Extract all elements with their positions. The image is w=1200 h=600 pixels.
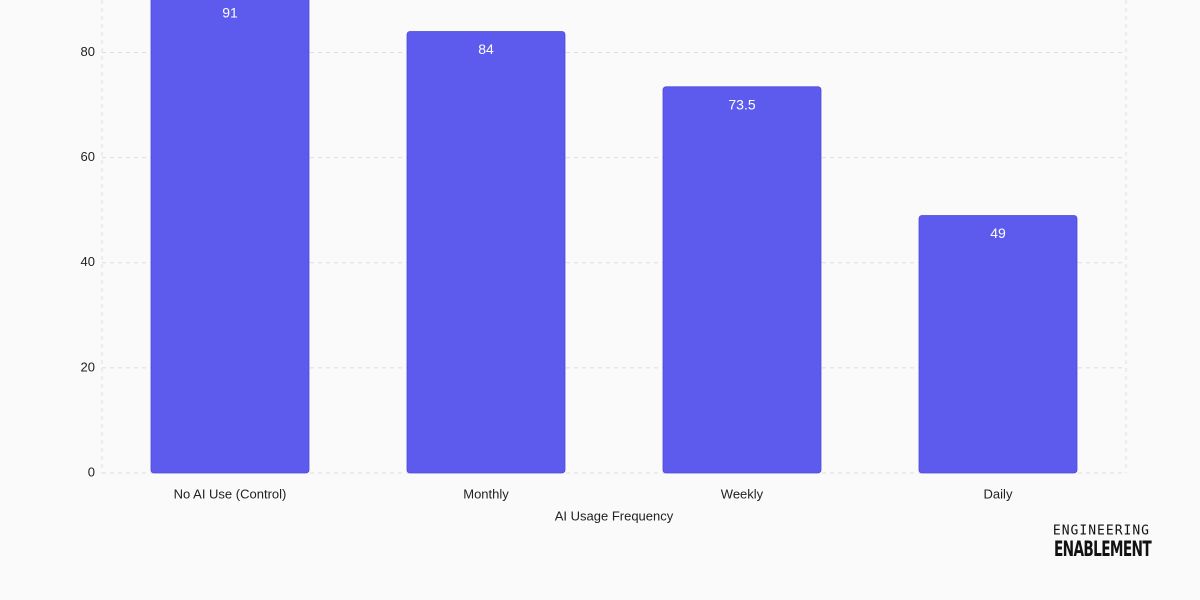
bars: 91 84 73.5 49 [150, 0, 1078, 474]
bar [406, 31, 566, 474]
x-tick-label: Daily [984, 486, 1013, 501]
y-tick-label: 20 [81, 359, 95, 374]
value-label: 73.5 [728, 96, 755, 112]
x-tick-label: Weekly [721, 486, 764, 501]
logo-line2: ENABLEMENT [1054, 537, 1152, 561]
value-label: 84 [478, 41, 494, 57]
bar [918, 215, 1078, 474]
x-tick-label: Monthly [463, 486, 509, 501]
y-tick-label: 80 [81, 44, 95, 59]
bar [662, 86, 822, 474]
y-tick-label: 40 [81, 254, 95, 269]
y-tick-label: 60 [81, 149, 95, 164]
x-tick-label: No AI Use (Control) [174, 486, 287, 501]
value-label: 49 [990, 225, 1006, 241]
y-tick-label: 0 [88, 464, 95, 479]
value-label: 91 [222, 4, 238, 20]
logo-line1: ENGINEERING [1053, 524, 1150, 539]
bar [150, 0, 310, 474]
x-axis-label: AI Usage Frequency [555, 508, 674, 523]
